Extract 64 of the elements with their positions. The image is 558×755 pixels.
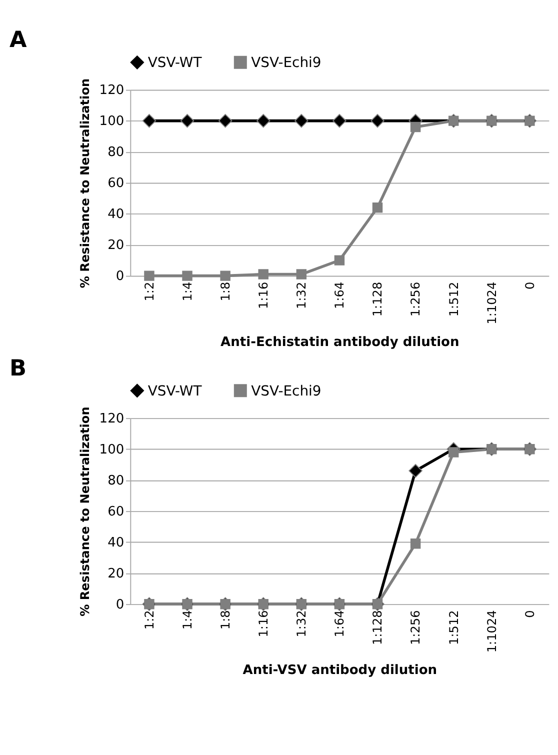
y-tick-label: 60 (108, 176, 124, 191)
y-tick-label: 100 (99, 442, 124, 458)
legend-label: VSV-WT (148, 55, 202, 72)
x-tick-label: 1:16 (256, 610, 271, 638)
y-tick-label: 0 (116, 268, 124, 284)
x-tick-label: 1:4 (180, 282, 194, 302)
x-tick-label: 1:2 (142, 610, 156, 630)
x-tick-label: 1:32 (294, 610, 309, 638)
point (142, 114, 156, 128)
point (220, 270, 230, 281)
x-tick-label: 1:256 (408, 282, 423, 317)
point (332, 114, 346, 128)
x-tick-label: 1:64 (332, 610, 347, 638)
x-tick-label: 1:8 (218, 610, 232, 630)
point (448, 447, 459, 458)
x-tick-label: 1:128 (370, 282, 385, 317)
legend-label: VSV-WT (148, 383, 202, 400)
y-tick-label: 0 (116, 597, 124, 612)
point (408, 464, 422, 478)
y-tick-label: 60 (108, 504, 124, 520)
y-axis-title: % Resistance to Neutralization (78, 406, 92, 616)
point (258, 269, 268, 280)
x-tick-label: 1:4 (180, 610, 194, 630)
x-tick-label: 1:32 (294, 282, 309, 309)
y-tick-label: 20 (108, 238, 124, 253)
y-tick-label: 120 (99, 411, 124, 426)
legend-label: VSV-Echi9 (251, 55, 322, 72)
x-tick-label: 1:512 (446, 282, 461, 317)
x-tick-label: 1:64 (332, 282, 347, 309)
point (294, 114, 308, 128)
x-tick-label: 1:1024 (484, 282, 499, 324)
y-tick-label: 80 (108, 144, 124, 160)
point (256, 114, 270, 128)
point (410, 538, 421, 549)
x-tick-label: 0 (522, 610, 537, 618)
x-tick-label: 1:1024 (484, 610, 499, 653)
x-axis-title: Anti-VSV antibody dilution (242, 663, 438, 678)
x-tick-label: 1:128 (370, 610, 385, 645)
x-tick-label: 1:256 (408, 610, 423, 645)
x-tick-label: 1:2 (142, 282, 156, 302)
y-tick-label: 100 (99, 114, 124, 129)
y-axis-title: % Resistance to Neutralization (78, 78, 92, 288)
point (372, 202, 383, 213)
x-tick-label: 0 (522, 282, 537, 290)
point (218, 114, 232, 128)
x-tick-label: 1:512 (446, 610, 461, 645)
point (296, 269, 307, 280)
point (410, 122, 421, 132)
x-tick-label: 1:8 (218, 282, 232, 302)
chart-title: A (10, 27, 28, 54)
point (180, 114, 194, 128)
y-tick-label: 40 (108, 206, 124, 222)
y-tick-label: 20 (108, 566, 124, 582)
point (334, 255, 345, 266)
x-axis-title: Anti-Echistatin antibody dilution (220, 334, 460, 350)
y-tick-label: 40 (108, 535, 124, 550)
y-tick-label: 120 (99, 82, 124, 98)
x-tick-label: 1:16 (256, 282, 271, 309)
point (370, 114, 384, 128)
legend-label: VSV-Echi9 (251, 383, 322, 400)
y-tick-label: 80 (108, 473, 124, 488)
point (144, 270, 154, 281)
point (182, 270, 192, 281)
chart-title: B (10, 355, 27, 382)
